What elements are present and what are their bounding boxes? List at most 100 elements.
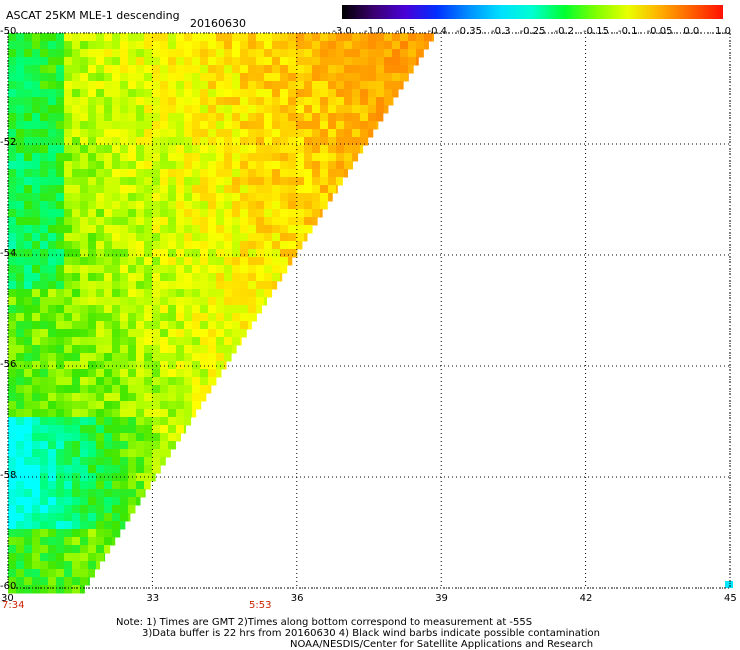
heatmap-cell (24, 561, 33, 570)
heatmap-cell (104, 33, 113, 42)
heatmap-cell (256, 81, 265, 90)
heatmap-cell (312, 193, 321, 202)
heatmap-cell (64, 393, 73, 402)
heatmap-cell (144, 209, 153, 218)
heatmap-cell (136, 209, 145, 218)
footer-note-1: Note: 1) Times are GMT 2)Times along bot… (116, 617, 533, 628)
heatmap-cell (80, 345, 89, 354)
heatmap-cell (64, 305, 73, 314)
heatmap-cell (168, 89, 177, 98)
heatmap-cell (144, 273, 153, 282)
heatmap-cell (320, 121, 329, 130)
heatmap-cell (344, 113, 353, 122)
heatmap-cell (96, 513, 105, 522)
heatmap-cell (120, 129, 129, 138)
heatmap-cell (80, 193, 89, 202)
heatmap-cell (32, 225, 41, 234)
heatmap-cell (128, 313, 137, 322)
heatmap-cell (88, 409, 97, 418)
heatmap-cell (200, 81, 209, 90)
heatmap-cell (152, 441, 161, 450)
heatmap-cell (24, 545, 33, 554)
heatmap-cell (296, 145, 305, 154)
heatmap-cell (216, 73, 225, 82)
heatmap-cell (152, 121, 161, 130)
heatmap-cell (16, 313, 25, 322)
heatmap-cell (40, 105, 49, 114)
heatmap-cell (272, 145, 281, 154)
heatmap-cell (96, 137, 105, 146)
heatmap-cell (256, 73, 265, 82)
heatmap-cell (80, 409, 89, 418)
heatmap-cell (56, 513, 65, 522)
heatmap-cell (24, 353, 33, 362)
heatmap-cell (16, 121, 25, 130)
heatmap-cell (112, 217, 121, 226)
heatmap-cell (136, 241, 145, 250)
heatmap-cell (256, 57, 265, 66)
heatmap-cell (352, 89, 361, 98)
heatmap-cell (32, 353, 41, 362)
heatmap-cell (32, 377, 41, 386)
heatmap-cell (104, 417, 113, 426)
heatmap-cell (120, 217, 129, 226)
heatmap-cell (328, 57, 337, 66)
heatmap-cell (160, 169, 169, 178)
heatmap-cell (216, 57, 225, 66)
heatmap-cell (296, 33, 305, 42)
heatmap-cell (256, 249, 265, 258)
heatmap-cell (56, 169, 65, 178)
heatmap-cell (32, 201, 41, 210)
heatmap-cell (264, 273, 273, 282)
heatmap-cell (208, 377, 217, 386)
heatmap-cell (32, 329, 41, 338)
heatmap-cell (168, 305, 177, 314)
heatmap-cell (176, 353, 185, 362)
heatmap-cell (56, 489, 65, 498)
heatmap-cell (144, 457, 153, 466)
heatmap-cell (240, 329, 247, 338)
heatmap-cell (104, 89, 113, 98)
heatmap-cell (72, 121, 81, 130)
heatmap-cell (296, 161, 305, 170)
heatmap-cell (152, 177, 161, 186)
heatmap-cell (296, 89, 305, 98)
heatmap-cell (96, 481, 105, 490)
heatmap-cell (88, 73, 97, 82)
heatmap-cell (248, 89, 257, 98)
heatmap-cell (128, 329, 137, 338)
heatmap-cell (128, 433, 137, 442)
heatmap-cell (208, 81, 217, 90)
heatmap-cell (40, 121, 49, 130)
heatmap-cell (48, 457, 57, 466)
heatmap-cell (120, 361, 129, 370)
heatmap-cell (248, 265, 257, 274)
heatmap-cell (400, 65, 409, 74)
heatmap-cell (56, 89, 65, 98)
heatmap-cell (216, 321, 225, 330)
heatmap-cell (48, 113, 57, 122)
heatmap-cell (240, 145, 249, 154)
heatmap-cell (40, 425, 49, 434)
heatmap-cell (88, 305, 97, 314)
heatmap-cell (256, 65, 265, 74)
heatmap-cell (264, 41, 273, 50)
heatmap-cell (56, 297, 65, 306)
heatmap-cell (104, 481, 113, 490)
heatmap-cell (128, 305, 137, 314)
heatmap-cell (280, 89, 289, 98)
heatmap-cell (168, 377, 177, 386)
heatmap-cell (32, 505, 41, 514)
heatmap-cell (72, 161, 81, 170)
heatmap-cell (32, 161, 41, 170)
heatmap-cell (72, 49, 81, 58)
heatmap-cell (176, 265, 185, 274)
heatmap-cell (32, 481, 41, 490)
heatmap-cell (280, 249, 289, 258)
heatmap-cell (240, 81, 249, 90)
heatmap-cell (216, 105, 225, 114)
heatmap-cell (96, 169, 105, 178)
heatmap-cell (16, 433, 25, 442)
heatmap-cell (56, 329, 65, 338)
heatmap-cell (136, 169, 145, 178)
